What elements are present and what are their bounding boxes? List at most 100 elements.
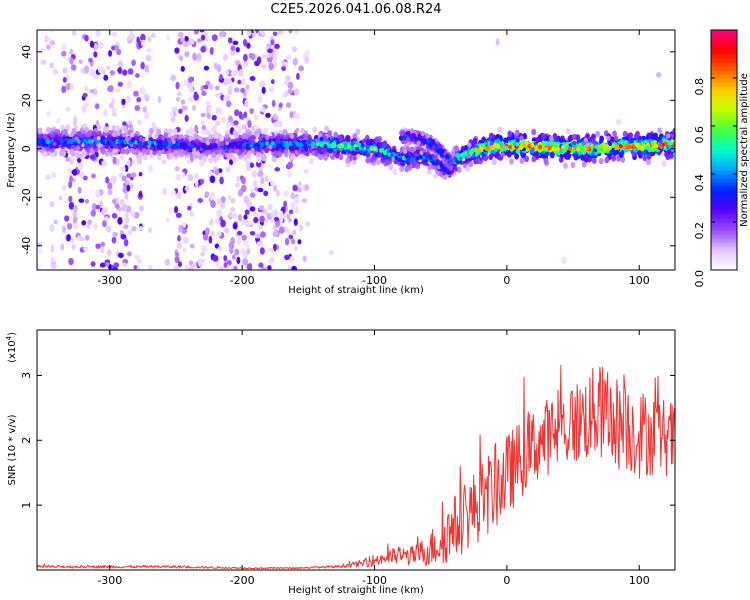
ridge-cell	[277, 150, 283, 158]
noise-speckle	[77, 186, 82, 194]
noise-speckle	[291, 238, 296, 245]
noise-speckle	[197, 259, 203, 267]
ridge-cell	[465, 165, 471, 173]
ridge-cell	[388, 164, 394, 171]
noise-speckle	[120, 233, 127, 240]
ridge-cell	[202, 137, 207, 143]
noise-speckle	[196, 38, 202, 43]
noise-speckle	[237, 213, 242, 222]
noise-speckle	[215, 217, 220, 225]
noise-speckle	[249, 76, 256, 82]
ridge-cell	[497, 126, 503, 133]
noise-speckle	[218, 265, 224, 270]
noise-speckle	[101, 160, 108, 167]
noise-speckle	[253, 217, 259, 224]
ridge-cell	[116, 139, 121, 145]
ridge-cell	[202, 155, 208, 163]
noise-speckle	[67, 168, 73, 173]
noise-speckle	[261, 266, 266, 270]
ridge-cell	[636, 150, 642, 156]
noise-speckle	[77, 162, 84, 171]
noise-speckle	[124, 180, 130, 186]
ridge-cell	[591, 157, 597, 164]
noise-speckle	[214, 168, 220, 176]
noise-speckle	[293, 245, 299, 252]
noise-speckle	[207, 157, 214, 163]
noise-speckle	[243, 38, 248, 47]
ridge-cell	[502, 146, 507, 151]
noise-speckle	[116, 48, 122, 56]
noise-speckle	[181, 172, 186, 178]
y-tick-label: 20	[20, 93, 33, 107]
noise-speckle	[249, 206, 256, 212]
noise-speckle	[241, 124, 247, 130]
noise-speckle	[91, 203, 97, 211]
colorbar-cell	[711, 178, 737, 183]
noise-speckle	[232, 40, 239, 46]
ridge-cell	[265, 141, 270, 146]
ridge-cell	[484, 143, 489, 148]
colorbar-cell	[711, 54, 737, 59]
noise-speckle	[248, 52, 253, 59]
noise-speckle	[230, 45, 236, 51]
noise-speckle	[246, 42, 251, 49]
noise-speckle	[78, 198, 85, 203]
colorbar-label: Normalized spectral amplitude	[739, 73, 750, 227]
ridge-cell	[430, 159, 435, 164]
ridge-cell	[256, 156, 262, 164]
noise-speckle	[95, 204, 101, 210]
noise-speckle	[270, 39, 275, 46]
noise-speckle	[84, 199, 90, 204]
noise-speckle	[288, 30, 293, 34]
noise-speckle	[291, 46, 297, 53]
noise-speckle	[125, 216, 130, 224]
ridge-cell	[495, 143, 500, 148]
ridge-cell	[225, 140, 230, 146]
ridge-cell	[635, 143, 640, 148]
noise-speckle	[138, 171, 143, 177]
noise-speckle	[278, 216, 284, 224]
noise-speckle	[177, 261, 182, 268]
noise-speckle	[204, 35, 210, 42]
noise-speckle	[174, 256, 180, 264]
colorbar-cell	[711, 198, 737, 203]
noise-speckle	[174, 166, 180, 172]
noise-speckle	[182, 247, 187, 253]
noise-speckle	[68, 201, 75, 210]
y-tick-label: 3	[20, 372, 33, 379]
noise-speckle	[60, 243, 65, 251]
noise-speckle	[299, 224, 303, 232]
noise-speckle	[68, 257, 74, 266]
ridge-cell	[488, 153, 494, 161]
noise-speckle	[97, 41, 104, 49]
noise-speckle	[124, 192, 129, 200]
ridge-cell	[164, 142, 169, 147]
noise-speckle	[245, 160, 251, 169]
ridge-cell	[622, 144, 627, 149]
noise-speckle	[135, 265, 140, 270]
noise-speckle	[111, 112, 117, 117]
noise-speckle	[100, 241, 106, 247]
noise-speckle	[219, 74, 223, 81]
noise-speckle	[174, 47, 180, 54]
noise-speckle	[215, 120, 221, 126]
noise-speckle	[117, 217, 123, 225]
noise-speckle	[223, 255, 228, 262]
noise-speckle	[275, 189, 280, 197]
ridge-cell	[185, 129, 191, 136]
colorbar-cell	[711, 114, 737, 119]
noise-speckle	[121, 98, 126, 106]
noise-speckle	[176, 241, 183, 250]
colorbar-cell	[711, 126, 737, 131]
ridge-cell	[156, 139, 161, 145]
noise-speckle	[73, 222, 78, 230]
ridge-cell	[583, 153, 589, 159]
noise-speckle	[200, 46, 206, 53]
noise-speckle	[139, 86, 146, 95]
secondary-ridge-cell	[406, 136, 411, 143]
noise-speckle	[294, 30, 300, 35]
noise-speckle	[287, 161, 294, 169]
colorbar-tick-label: 0.2	[693, 222, 706, 240]
ridge-cell	[530, 143, 535, 148]
ridge-cell	[336, 143, 341, 149]
